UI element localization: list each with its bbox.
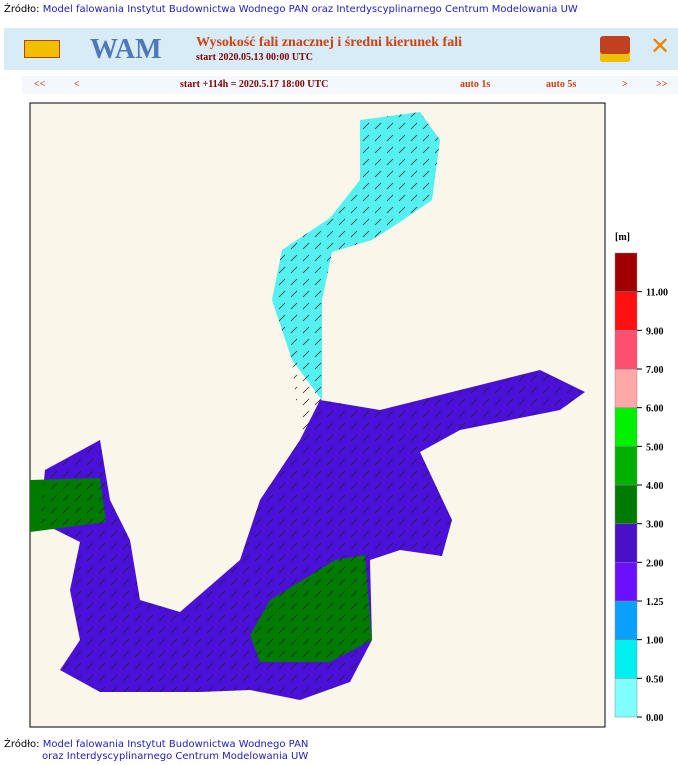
source-label: Źródło: xyxy=(4,739,40,750)
nav-auto5[interactable]: auto 5s xyxy=(546,79,577,90)
nav-auto1[interactable]: auto 1s xyxy=(460,79,491,90)
legend-swatch xyxy=(614,446,638,486)
legend-label: 6.00 xyxy=(646,404,664,415)
legend-label: 9.00 xyxy=(646,326,664,337)
source-link[interactable]: oraz Interdyscyplinarnego Centrum Modelo… xyxy=(42,751,309,762)
legend-swatch xyxy=(614,291,638,331)
legend-label: 1.00 xyxy=(646,636,664,647)
legend-swatch xyxy=(614,407,638,447)
legend-label: 11.00 xyxy=(646,288,668,299)
nav-next[interactable]: > xyxy=(622,79,628,90)
legend-unit: [m] xyxy=(615,232,630,243)
source-link[interactable]: Model falowania Instytut Budownictwa Wod… xyxy=(42,4,578,15)
legend-swatch xyxy=(614,484,638,524)
legend-label: 3.00 xyxy=(646,520,664,531)
legend-swatch xyxy=(614,600,638,640)
legend-label: 1.25 xyxy=(646,597,664,608)
legend-swatch xyxy=(614,368,638,408)
legend: 0.00 0.50 1.00 1.25 2.00 3.00 4.00 5.00 6.00 7.00… xyxy=(614,252,668,724)
source: Źródło: Model falowania Instytut Budowni… xyxy=(4,4,578,15)
legend-swatch xyxy=(614,523,638,563)
legend-swatch xyxy=(614,562,638,602)
legend-label: 5.00 xyxy=(646,442,664,453)
header-subtitle: start 2020.05.13 00:00 UTC xyxy=(196,52,313,63)
nav-time: start +114h = 2020.5.17 18:00 UTC xyxy=(180,79,329,90)
nav-first[interactable]: << xyxy=(34,79,46,90)
wave-arrows xyxy=(40,112,585,700)
legend-label: 7.00 xyxy=(646,365,664,376)
source-link[interactable]: Model falowania Instytut Budownictwa Wod… xyxy=(42,739,309,750)
legend-label: 4.00 xyxy=(646,481,664,492)
legend-swatch xyxy=(614,330,638,370)
header: WAM Wysokość fali znacznej i średni kier… xyxy=(4,28,678,70)
map-icon[interactable] xyxy=(600,36,630,62)
nav-prev[interactable]: < xyxy=(74,79,80,90)
legend-swatch xyxy=(614,252,638,292)
source-bottom: Źródło: Model falowania Instytut Budowni… xyxy=(4,739,308,750)
legend-label: 0.50 xyxy=(646,674,664,685)
legend-label: 2.00 xyxy=(646,558,664,569)
source-label: Źródło: xyxy=(4,4,40,15)
nav-last[interactable]: >> xyxy=(656,79,668,90)
close-icon[interactable]: ✕ xyxy=(650,32,671,60)
legend-swatch xyxy=(614,678,638,718)
legend-label: 0.00 xyxy=(646,713,664,724)
logo-icon xyxy=(24,40,60,58)
legend-swatch xyxy=(614,639,638,679)
header-title: Wysokość fali znacznej i średni kierunek… xyxy=(196,35,462,50)
nav-bar: << < start +114h = 2020.5.17 18:00 UTC a… xyxy=(22,76,678,94)
logo-text: WAM xyxy=(90,34,162,65)
